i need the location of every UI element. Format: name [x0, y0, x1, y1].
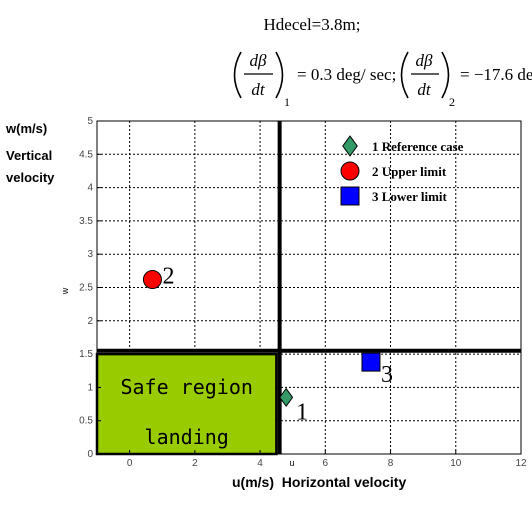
deriv2-numerator: dβ: [416, 51, 434, 70]
legend-label-3: 3 Lower limit: [372, 189, 448, 204]
legend-marker-1: [342, 135, 358, 157]
y-tick-label: 4.5: [79, 149, 93, 160]
y-tick-label: 1.5: [79, 349, 93, 360]
y-axis-title-line3: velocity: [6, 170, 55, 185]
y-tick-label: 4: [87, 183, 93, 194]
deriv1-numerator: dβ: [250, 51, 268, 70]
data-point-label-1: 1: [296, 399, 308, 425]
y-tick-label: 2: [87, 316, 93, 327]
safe-region-label: Safe region landing: [120, 375, 252, 449]
paren-left-1: [233, 51, 242, 99]
x-axis-small-label: u: [289, 458, 294, 468]
y-tick-label: 0: [87, 449, 93, 460]
deriv2-denominator: dt: [417, 80, 432, 99]
x-tick-label: 2: [192, 458, 198, 469]
data-points: 1 2 3: [142, 264, 393, 425]
x-tick-label: 10: [450, 458, 462, 469]
plot-frame: [96, 120, 522, 455]
y-tick-label: 5: [87, 116, 93, 127]
y-tick-label: 3: [87, 249, 93, 260]
safe-region-label-line1: Safe region: [120, 375, 252, 399]
deriv2-value: = −17.6 deg/ sec: [460, 65, 532, 84]
chart-header: Hdecel=3.8m; dβ dt 1 = 0.3 deg/ sec; dβ …: [233, 15, 532, 109]
y-axis-title-line2: Vertical: [6, 148, 52, 163]
x-tick-label: 12: [515, 458, 527, 469]
legend-label-1: 1 Reference case: [372, 139, 464, 154]
data-point-1: [279, 387, 294, 408]
paren-right-1: [275, 51, 284, 99]
y-axis-small-label: w: [60, 287, 70, 295]
legend: 1 Reference case 2 Upper limit 3 Lower lim…: [340, 135, 464, 206]
data-point-label-2: 2: [162, 264, 174, 290]
x-tick-label: 4: [257, 458, 263, 469]
x-tick-label: 8: [388, 458, 394, 469]
threshold-lines: [97, 121, 521, 454]
deriv1-subscript: 1: [284, 95, 290, 109]
data-point-label-3: 3: [381, 362, 393, 388]
safe-region-label-line2: landing: [145, 425, 229, 449]
y-axis-title: w(m/s) Vertical velocity: [5, 121, 55, 185]
data-point-2: [142, 270, 162, 290]
y-tick-label: 1: [87, 382, 93, 393]
deriv2-subscript: 2: [449, 95, 455, 109]
data-point-3: [361, 352, 381, 372]
y-tick-label: 2.5: [79, 283, 93, 294]
y-tick-label: 3.5: [79, 216, 93, 227]
header-line1: Hdecel=3.8m;: [264, 15, 361, 34]
y-axis-title-line1: w(m/s): [5, 121, 47, 136]
safe-region-box: [95, 352, 278, 456]
paren-left-2: [400, 51, 409, 99]
legend-label-2: 2 Upper limit: [372, 164, 447, 179]
deriv1-denominator: dt: [251, 80, 266, 99]
legend-marker-2: [340, 161, 360, 181]
x-axis-title: u(m/s) Horizontal velocity: [232, 474, 406, 490]
y-tick-label: 0.5: [79, 416, 93, 427]
x-tick-label: 6: [323, 458, 329, 469]
legend-marker-3: [340, 186, 360, 206]
paren-right-2: [441, 51, 450, 99]
deriv1-value: = 0.3 deg/ sec;: [297, 65, 396, 84]
x-tick-label: 0: [127, 458, 133, 469]
